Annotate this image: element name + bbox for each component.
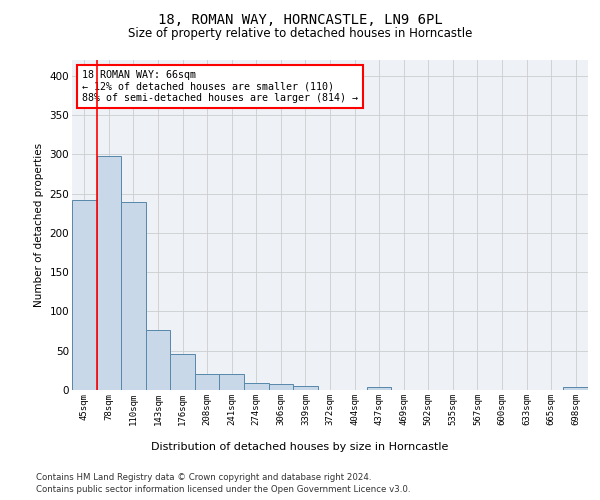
Y-axis label: Number of detached properties: Number of detached properties — [34, 143, 44, 307]
Text: Size of property relative to detached houses in Horncastle: Size of property relative to detached ho… — [128, 28, 472, 40]
Text: Distribution of detached houses by size in Horncastle: Distribution of detached houses by size … — [151, 442, 449, 452]
Text: 18 ROMAN WAY: 66sqm
← 12% of detached houses are smaller (110)
88% of semi-detac: 18 ROMAN WAY: 66sqm ← 12% of detached ho… — [82, 70, 358, 103]
Bar — [121, 202, 146, 390]
Text: Contains HM Land Registry data © Crown copyright and database right 2024.: Contains HM Land Registry data © Crown c… — [36, 472, 371, 482]
Bar — [146, 330, 170, 390]
Bar — [195, 374, 220, 390]
Bar — [367, 387, 391, 390]
Bar — [244, 383, 269, 390]
Bar — [293, 386, 318, 390]
Bar — [170, 354, 195, 390]
Bar — [269, 384, 293, 390]
Text: Contains public sector information licensed under the Open Government Licence v3: Contains public sector information licen… — [36, 485, 410, 494]
Bar — [97, 156, 121, 390]
Bar — [563, 387, 588, 390]
Bar — [72, 200, 97, 390]
Bar — [220, 374, 244, 390]
Text: 18, ROMAN WAY, HORNCASTLE, LN9 6PL: 18, ROMAN WAY, HORNCASTLE, LN9 6PL — [158, 12, 442, 26]
